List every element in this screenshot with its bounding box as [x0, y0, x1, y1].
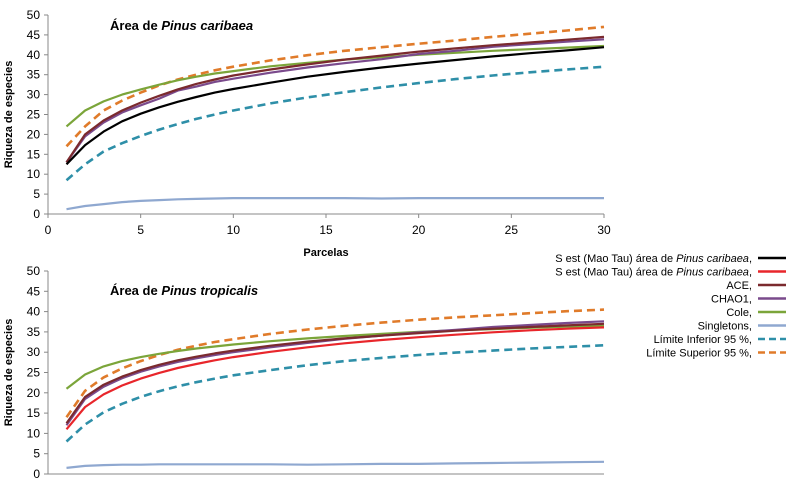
y-tick-label: 35	[27, 325, 41, 339]
y-tick-label: 0	[33, 467, 40, 481]
legend-label-text: Límite Superior 95 %,	[646, 348, 752, 360]
legend-label: Cole,	[726, 307, 752, 319]
x-tick-label: 5	[137, 223, 144, 237]
y-tick-label: 50	[27, 264, 41, 278]
series-line-cole	[65, 44, 605, 128]
y-tick-label: 40	[27, 48, 41, 62]
series-line-singletons	[66, 197, 604, 211]
legend-label-text: Singletons,	[698, 321, 752, 333]
legend-label-text: S est (Mao Tau) área de	[555, 267, 676, 279]
y-tick-label: 45	[27, 28, 41, 42]
y-tick-label: 15	[27, 406, 41, 420]
series-line-cole	[65, 324, 605, 390]
y-tick-label: 30	[27, 88, 41, 102]
y-tick-label: 25	[27, 108, 41, 122]
legend-label: Singletons,	[698, 321, 752, 333]
chart-title-species: Pinus tropicalis	[161, 283, 258, 298]
series-line-l-mite-superior-95	[65, 308, 605, 418]
legend-label: Límite Inferior 95 %,	[654, 334, 752, 346]
legend-label-suffix: ,	[749, 253, 752, 265]
chart-pinus-tropicalis: 0 5 10 15 20 25 30 35 40 45 50 Riqueza de especies Á…	[3, 264, 605, 481]
legend-label-text: Cole,	[726, 307, 752, 319]
chart-title: Área de Pinus tropicalis	[110, 283, 258, 298]
legend-label: S est (Mao Tau) área de Pinus caribaea,	[555, 267, 752, 279]
legend-label-text: ACE,	[726, 280, 752, 292]
y-tick-label: 20	[27, 386, 41, 400]
legend-label-species: Pinus caribaea	[676, 253, 749, 265]
series-line-ace	[65, 322, 605, 424]
y-tick-label: 10	[27, 167, 41, 181]
y-tick-label: 5	[33, 187, 40, 201]
chart-title: Área de Pinus caribaea	[110, 18, 253, 33]
chart-pinus-caribaea: 0 5 10 15 20 25 30 35 40 45 50 0 5 10 15 20 25 30 Riqueza …	[3, 8, 611, 259]
y-axis-label: Riqueza de especies	[3, 61, 15, 169]
series-line-l-mite-superior-95	[65, 25, 605, 148]
y-tick-label: 0	[33, 207, 40, 221]
legend-label: ACE,	[726, 280, 752, 292]
x-tick-label: 10	[227, 223, 241, 237]
x-axis-label: Parcelas	[303, 247, 348, 259]
chart-title-prefix: Área de	[110, 283, 161, 298]
x-tick-label: 25	[505, 223, 519, 237]
y-tick-label: 15	[27, 147, 41, 161]
series-line-singletons	[66, 460, 605, 469]
series-line-s-est-mao-tau	[65, 46, 605, 166]
y-tick-label: 45	[27, 284, 41, 298]
legend-label: CHAO1,	[711, 294, 752, 306]
x-tick-label: 30	[597, 223, 611, 237]
y-tick-label: 20	[27, 127, 41, 141]
y-tick-label: 5	[33, 447, 40, 461]
series-line-ace	[65, 35, 605, 163]
series-line-chao1	[65, 38, 605, 163]
legend-label-text: CHAO1,	[711, 294, 752, 306]
y-tick-label: 40	[27, 305, 41, 319]
y-tick-label: 50	[27, 8, 41, 22]
x-tick-label: 15	[319, 223, 333, 237]
series-line-l-mite-inferior-95	[65, 65, 605, 182]
y-axis-label: Riqueza de especies	[3, 319, 15, 427]
y-tick-label: 30	[27, 345, 41, 359]
series-line-s-est-mao-tau	[65, 326, 605, 431]
y-tick-label: 35	[27, 68, 41, 82]
legend-label: Límite Superior 95 %,	[646, 348, 752, 360]
y-tick-label: 25	[27, 366, 41, 380]
chart-title-prefix: Área de	[110, 18, 161, 33]
y-tick-label: 10	[27, 426, 41, 440]
legend-label: S est (Mao Tau) área de Pinus caribaea,	[555, 253, 752, 265]
legend-label-species: Pinus caribaea	[676, 267, 749, 279]
legend: S est (Mao Tau) área de Pinus caribaea,S…	[555, 253, 786, 360]
x-tick-label: 20	[412, 223, 426, 237]
series-line-chao1	[65, 320, 605, 426]
legend-label-text: Límite Inferior 95 %,	[654, 334, 752, 346]
legend-label-text: S est (Mao Tau) área de	[555, 253, 676, 265]
series-line-l-mite-inferior-95	[65, 344, 605, 443]
x-tick-label: 0	[45, 223, 52, 237]
chart-title-species: Pinus caribaea	[161, 18, 253, 33]
legend-label-suffix: ,	[749, 267, 752, 279]
